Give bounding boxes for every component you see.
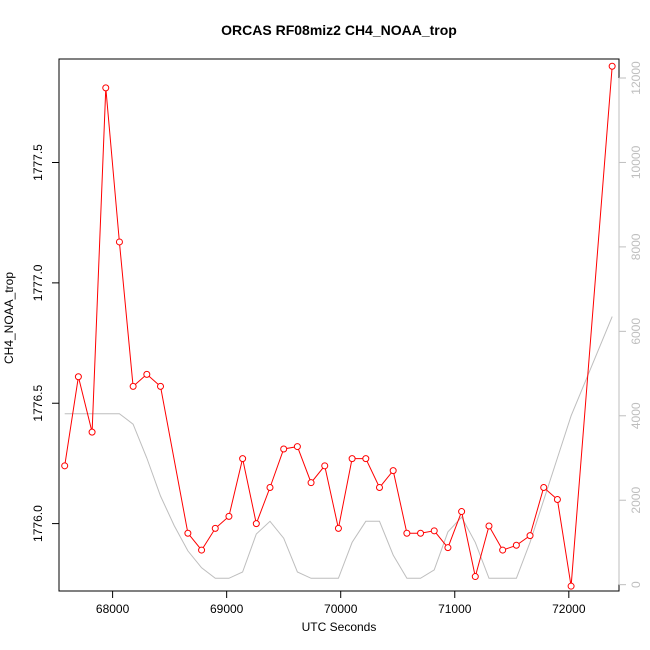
ch4-data-point: [211, 524, 219, 532]
ch4-data-point: [266, 483, 274, 491]
y2-tick-label: 12000: [629, 61, 643, 95]
ch4-data-point: [239, 455, 247, 463]
ch4-data-point: [499, 546, 507, 554]
y2-tick-label: 4000: [629, 402, 643, 429]
ch4-data-point: [143, 370, 151, 378]
ch4-data-point: [430, 527, 438, 535]
ch4-data-point: [471, 573, 479, 581]
ch4-data-point: [157, 382, 165, 390]
ch4-data-point: [526, 532, 534, 540]
y-tick-label: 1777.5: [31, 144, 45, 181]
ch4-data-point: [74, 373, 82, 381]
y2-tick-label: 2000: [629, 487, 643, 514]
x-tick-label: 70000: [324, 602, 358, 616]
x-tick-label: 69000: [210, 602, 244, 616]
ch4-data-point: [307, 479, 315, 487]
ch4-data-point: [280, 445, 288, 453]
ch4-data-point: [389, 467, 397, 475]
ch4-data-point: [348, 455, 356, 463]
y-tick-label: 1776.5: [31, 385, 45, 422]
ch4-data-point: [567, 582, 575, 590]
ch4-data-point: [417, 529, 425, 537]
ch4-data-point: [608, 62, 616, 70]
axes: 68000 69000 70000 71000 72000 1776.0 1776.5 177…: [31, 61, 643, 616]
right-axis-series: [64, 316, 613, 579]
secondary-series-line: [64, 316, 613, 579]
y2-tick-label: 8000: [629, 233, 643, 260]
ch4-data-point: [375, 483, 383, 491]
x-tick-label: 71000: [438, 602, 472, 616]
ch4-data-point: [88, 428, 96, 436]
ch4-data-point: [403, 529, 411, 537]
ch4-data-point: [512, 541, 520, 549]
ch4-data-point: [334, 524, 342, 532]
ch4-data-point: [540, 483, 548, 491]
ch4-data-point: [321, 462, 329, 470]
plot-frame: [58, 58, 620, 592]
y-tick-label: 1776.0: [31, 505, 45, 542]
ch4-data-point: [61, 462, 69, 470]
x-tick-label: 72000: [552, 602, 586, 616]
ch4-data-point: [115, 238, 123, 246]
y2-tick-label: 10000: [629, 145, 643, 179]
ch4-data-point: [293, 443, 301, 451]
ch4-data-point: [485, 522, 493, 530]
ch4-data-point: [184, 529, 192, 537]
x-tick-label: 68000: [96, 602, 130, 616]
ch4-data-point: [102, 84, 110, 92]
x-axis-label: UTC Seconds: [302, 620, 377, 634]
ch4-data-point: [362, 455, 370, 463]
y2-tick-label: 6000: [629, 318, 643, 345]
chart-title: ORCAS RF08miz2 CH4_NOAA_trop: [221, 22, 457, 38]
ch4-data-point: [252, 520, 260, 528]
y-axis-label: CH4_NOAA_trop: [2, 272, 16, 364]
ch4-data-point: [553, 496, 561, 504]
ch4-data-point: [225, 512, 233, 520]
ch4-data-point: [198, 546, 206, 554]
ch4-data-point: [458, 508, 466, 516]
y-tick-label: 1777.0: [31, 264, 45, 301]
ch4-data-point: [129, 382, 137, 390]
left-axis-series: [61, 62, 616, 590]
ch4-series-line: [64, 66, 613, 587]
y2-tick-label: 0: [629, 581, 643, 588]
ch4-data-point: [444, 544, 452, 552]
